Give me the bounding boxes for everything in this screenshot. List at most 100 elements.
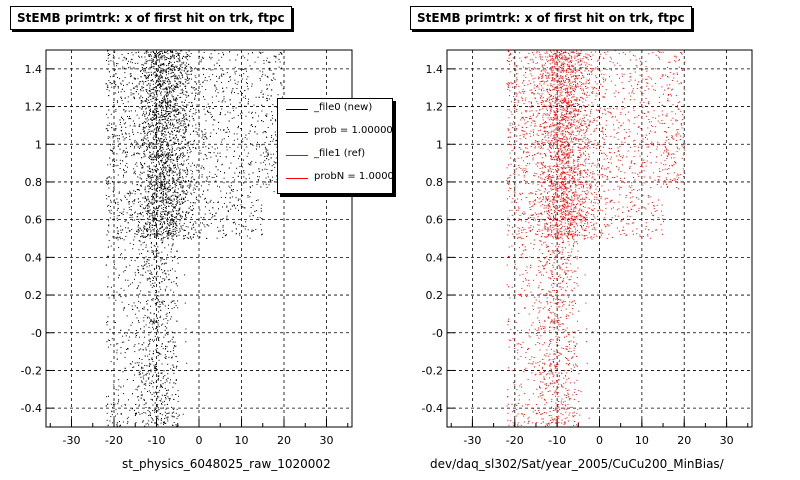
scatter-point [161, 171, 163, 173]
scatter-point [145, 412, 147, 414]
scatter-point [246, 146, 248, 148]
scatter-point [169, 167, 171, 169]
scatter-point [171, 151, 173, 153]
scatter-point [107, 68, 109, 70]
scatter-point [164, 404, 166, 406]
scatter-point [185, 217, 187, 219]
scatter-point [241, 92, 243, 94]
scatter-point [123, 150, 125, 151]
scatter-point [108, 109, 110, 111]
scatter-point [119, 142, 121, 144]
scatter-point [118, 57, 120, 59]
scatter-point [154, 154, 156, 156]
scatter-point [179, 123, 181, 125]
scatter-point [176, 408, 178, 410]
scatter-point [142, 266, 144, 268]
scatter-point [122, 68, 124, 70]
scatter-point [192, 171, 193, 173]
scatter-point [183, 146, 185, 148]
scatter-point [152, 374, 154, 376]
scatter-point [273, 164, 275, 166]
scatter-point [146, 279, 148, 281]
scatter-point [120, 121, 121, 123]
scatter-point [166, 109, 168, 111]
scatter-point [194, 68, 195, 70]
scatter-point [165, 314, 167, 316]
scatter-point [164, 163, 166, 164]
scatter-point [239, 74, 241, 76]
scatter-point [244, 228, 246, 230]
scatter-point [175, 227, 176, 228]
scatter-point [157, 85, 158, 87]
scatter-point [153, 97, 155, 99]
scatter-point [121, 238, 123, 239]
scatter-point [264, 74, 266, 76]
scatter-point [154, 56, 156, 58]
scatter-point [131, 52, 133, 54]
scatter-point [155, 415, 157, 417]
scatter-point [247, 88, 249, 90]
scatter-point [117, 277, 119, 279]
scatter-point [130, 89, 132, 91]
scatter-point [249, 187, 251, 189]
scatter-point [162, 83, 163, 85]
scatter-point [176, 218, 178, 220]
scatter-point [167, 212, 169, 214]
scatter-point [140, 81, 142, 83]
scatter-point [118, 247, 120, 249]
scatter-point [153, 56, 155, 58]
scatter-point [186, 91, 188, 93]
scatter-point [157, 181, 159, 183]
scatter-point [256, 210, 258, 212]
scatter-point [163, 88, 165, 90]
scatter-point [166, 57, 168, 59]
scatter-point [122, 136, 124, 138]
scatter-point [217, 161, 218, 163]
scatter-point [162, 343, 163, 345]
scatter-point [161, 223, 163, 225]
scatter-point [171, 331, 173, 333]
scatter-point [142, 235, 144, 237]
scatter-point [185, 87, 187, 89]
scatter-point [221, 73, 223, 75]
scatter-point [156, 153, 158, 155]
scatter-point [133, 345, 135, 347]
scatter-point [161, 242, 163, 244]
scatter-point [245, 115, 247, 117]
scatter-point [138, 364, 140, 366]
scatter-point [151, 220, 153, 222]
scatter-point [167, 279, 169, 281]
scatter-point [198, 169, 200, 171]
scatter-point [245, 226, 247, 227]
scatter-point [272, 117, 274, 119]
scatter-point [170, 368, 172, 370]
scatter-point [144, 74, 146, 76]
scatter-point [183, 93, 185, 95]
scatter-point [148, 176, 150, 177]
scatter-point [139, 177, 141, 179]
scatter-point [158, 162, 160, 164]
scatter-point [141, 106, 143, 108]
scatter-point [156, 233, 158, 235]
scatter-point [157, 161, 159, 163]
y-tick-label: 1.4 [25, 63, 43, 76]
scatter-point [210, 113, 212, 115]
scatter-point [166, 65, 168, 66]
scatter-point [175, 283, 177, 285]
scatter-point [162, 147, 164, 149]
y-tick-label: 0.8 [25, 176, 43, 189]
scatter-point [176, 56, 177, 57]
scatter-point [221, 164, 223, 166]
scatter-point [156, 212, 158, 214]
scatter-point [150, 398, 152, 400]
scatter-point [162, 198, 164, 200]
scatter-point [129, 363, 131, 365]
scatter-point [158, 306, 160, 308]
scatter-point [125, 137, 127, 138]
scatter-point [160, 131, 162, 133]
scatter-point [117, 207, 119, 209]
scatter-point [164, 188, 166, 190]
scatter-point [151, 100, 153, 102]
scatter-point [145, 207, 146, 209]
scatter-point [146, 178, 148, 180]
